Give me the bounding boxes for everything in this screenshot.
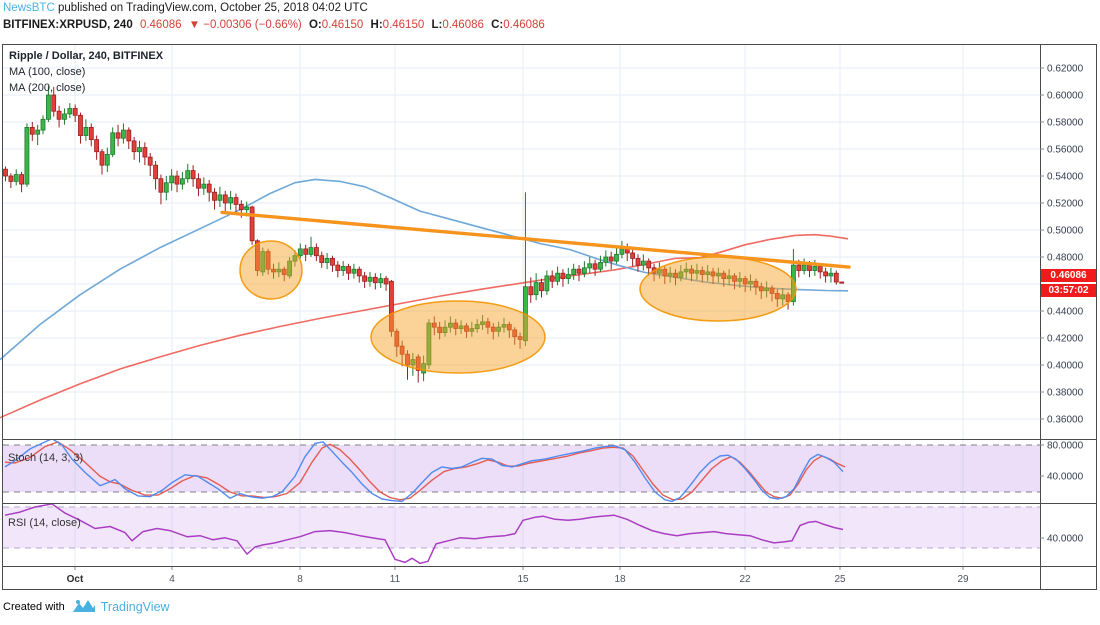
x-axis-label[interactable]: Oct (67, 574, 84, 585)
low-value: 0.46086 (442, 19, 484, 31)
current-price-label: 0.46086 (1041, 269, 1096, 282)
price-change: ▼ −0.00306 (−0.66%) (188, 19, 302, 31)
y-axis-label: 0.60000 (1047, 91, 1084, 102)
y-axis-label: 0.38000 (1047, 388, 1084, 399)
attribution-line: NewsBTC published on TradingView.com, Oc… (3, 2, 368, 14)
y-axis-label: 0.42000 (1047, 334, 1084, 345)
x-axis-label[interactable]: 29 (957, 574, 969, 585)
y-axis-label: 0.48000 (1047, 253, 1084, 264)
x-axis-label[interactable]: 25 (834, 574, 846, 585)
chart-legend: Ripple / Dollar, 240, BITFINEX MA (100, … (9, 48, 163, 96)
y-axis-label: 40.0000 (1047, 534, 1084, 545)
last-price: 0.46086 (139, 19, 182, 31)
x-axis-label[interactable]: 11 (390, 574, 401, 585)
stoch-label[interactable]: Stoch (14, 3, 3) (8, 452, 84, 464)
x-axis-label[interactable]: 18 (614, 574, 626, 585)
created-with-text: Created with (3, 600, 65, 613)
symbol-name[interactable]: BITFINEX:XRPUSD, 240 (3, 19, 133, 31)
open-value: 0.46150 (321, 19, 364, 31)
tradingview-logo-icon[interactable] (72, 599, 96, 614)
y-axis-label: 0.40000 (1047, 361, 1084, 372)
x-axis-label[interactable]: 4 (169, 574, 175, 585)
open-label: O: (308, 19, 322, 31)
y-axis-label: 0.44000 (1047, 307, 1084, 318)
high-label: H: (370, 19, 383, 31)
y-axis-label: 0.52000 (1047, 199, 1084, 210)
high-value: 0.46150 (382, 19, 425, 31)
close-label: C: (491, 19, 504, 31)
y-axis-label: 0.58000 (1047, 118, 1084, 129)
y-axis-label: 0.50000 (1047, 226, 1084, 237)
x-axis-label[interactable]: 15 (517, 574, 529, 585)
footer: Created with TradingView (3, 599, 170, 614)
ma200-label[interactable]: MA (200, close) (9, 82, 86, 94)
published-text: published on TradingView.com, October 25… (57, 2, 368, 14)
y-axis-label: 0.36000 (1047, 415, 1084, 426)
ma100-label[interactable]: MA (100, close) (9, 66, 86, 78)
chart-title[interactable]: Ripple / Dollar, 240, BITFINEX (9, 50, 164, 62)
y-axis-label: 0.54000 (1047, 172, 1084, 183)
y-axis-label: 80.0000 (1047, 441, 1084, 452)
close-value: 0.46086 (503, 19, 545, 31)
y-axis-label: 0.56000 (1047, 145, 1084, 156)
tradingview-link[interactable]: TradingView (100, 599, 170, 614)
publisher-name[interactable]: NewsBTC (3, 2, 55, 14)
low-label: L: (431, 19, 443, 31)
y-axis-label: 0.62000 (1047, 64, 1084, 75)
x-axis-label[interactable]: 8 (297, 574, 303, 585)
rsi-label[interactable]: RSI (14, close) (8, 517, 81, 529)
x-axis-label[interactable]: 22 (739, 574, 751, 585)
bar-countdown-label: 03:57:02 (1041, 283, 1096, 297)
y-axis-label: 40.0000 (1047, 472, 1084, 483)
symbol-info-bar: BITFINEX:XRPUSD, 240 0.46086 ▼ −0.00306 … (3, 19, 545, 31)
